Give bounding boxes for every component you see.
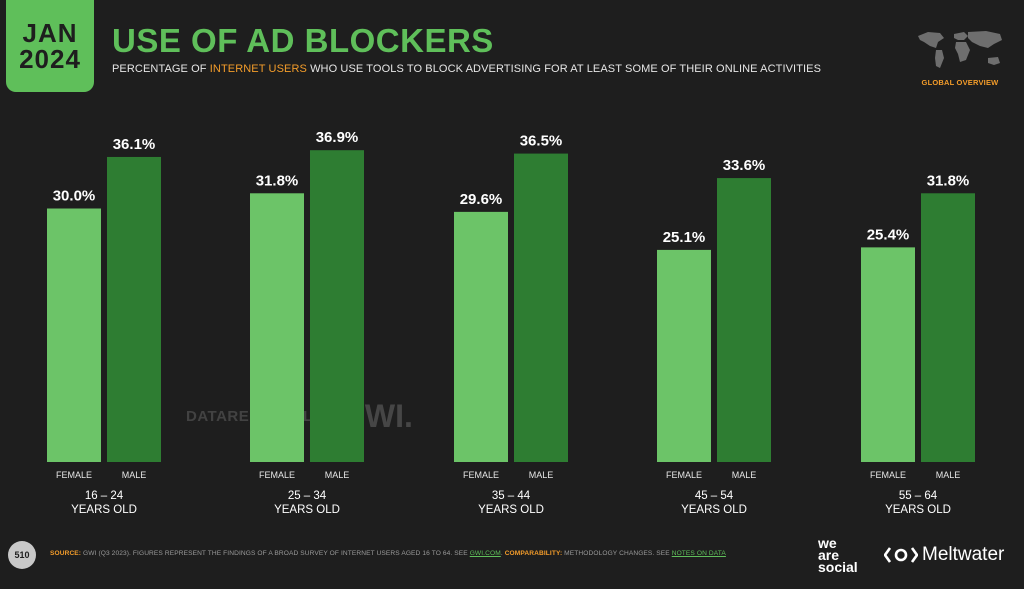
- data-label-3-0: 25.1%: [663, 229, 706, 246]
- bar-4-0: [861, 247, 915, 462]
- bar-1-1: [310, 150, 364, 462]
- group-label-1: 25 – 34: [288, 490, 327, 502]
- subtitle-prefix: PERCENTAGE OF: [112, 63, 210, 75]
- badge-month: JAN: [22, 18, 78, 48]
- data-label-1-1: 36.9%: [316, 129, 359, 146]
- page-number: 510: [8, 541, 36, 569]
- bar-1-0: [250, 193, 304, 462]
- bar-chart: 30.0% FEMALE 36.1% MALE 16 – 24 YEARS OLD 31.8…: [47, 129, 975, 516]
- bar-3-1: [717, 178, 771, 462]
- source-key: SOURCE:: [50, 550, 82, 557]
- date-badge: JAN 2024: [6, 0, 94, 92]
- sub-category-label-1-1: MALE: [325, 470, 350, 480]
- data-label-0-0: 30.0%: [53, 188, 96, 205]
- meltwater-name: Meltwater: [922, 544, 1005, 565]
- badge-year: 2024: [19, 44, 81, 74]
- logo-we: we: [818, 535, 837, 551]
- subtitle-suffix: WHO USE TOOLS TO BLOCK ADVERTISING FOR A…: [306, 63, 822, 75]
- group-label-2: 35 – 44: [492, 490, 531, 502]
- page-title: USE OF AD BLOCKERS: [112, 22, 494, 59]
- source-link[interactable]: GWI.COM: [469, 550, 501, 557]
- sub-category-label-4-0: FEMALE: [870, 470, 906, 480]
- comparability-text: METHODOLOGY CHANGES. SEE: [562, 550, 672, 557]
- sub-category-label-3-0: FEMALE: [666, 470, 702, 480]
- bar-2-0: [454, 211, 508, 462]
- data-label-4-0: 25.4%: [867, 226, 910, 243]
- bar-2-1: [514, 153, 568, 462]
- world-map-icon: [914, 28, 1006, 74]
- data-label-3-1: 33.6%: [723, 157, 766, 174]
- sub-category-label-2-1: MALE: [529, 470, 554, 480]
- source-note: SOURCE: GWI (Q3 2023). FIGURES REPRESENT…: [50, 550, 726, 557]
- data-label-0-1: 36.1%: [113, 136, 156, 153]
- bar-4-1: [921, 193, 975, 462]
- data-label-2-1: 36.5%: [520, 133, 563, 150]
- page-subtitle: PERCENTAGE OF INTERNET USERS WHO USE TOO…: [112, 63, 821, 75]
- notes-link[interactable]: NOTES ON DATA: [671, 550, 726, 557]
- group-sublabel-3: YEARS OLD: [681, 504, 747, 516]
- subtitle-highlight: INTERNET USERS: [209, 63, 307, 75]
- bar-3-0: [657, 249, 711, 462]
- global-overview-label: GLOBAL OVERVIEW: [921, 78, 999, 87]
- group-sublabel-4: YEARS OLD: [885, 504, 951, 516]
- data-label-1-0: 31.8%: [256, 172, 299, 189]
- data-label-2-0: 29.6%: [460, 191, 503, 208]
- group-label-3: 45 – 54: [695, 490, 734, 502]
- sub-category-label-1-0: FEMALE: [259, 470, 295, 480]
- sub-category-label-4-1: MALE: [936, 470, 961, 480]
- logo-are: are: [818, 547, 840, 563]
- meltwater-logo: Meltwater: [884, 544, 1004, 566]
- group-label-0: 16 – 24: [85, 490, 124, 502]
- logo-social: social: [818, 559, 858, 575]
- sub-category-label-3-1: MALE: [732, 470, 757, 480]
- comparability-key: COMPARABILITY:: [504, 550, 563, 557]
- group-sublabel-1: YEARS OLD: [274, 504, 340, 516]
- sub-category-label-2-0: FEMALE: [463, 470, 499, 480]
- source-text: GWI (Q3 2023). FIGURES REPRESENT THE FIN…: [81, 550, 470, 557]
- bar-0-1: [107, 156, 161, 462]
- group-label-4: 55 – 64: [899, 490, 938, 502]
- meltwater-icon: [884, 547, 918, 563]
- sub-category-label-0-1: MALE: [122, 470, 147, 480]
- group-sublabel-0: YEARS OLD: [71, 504, 137, 516]
- bar-0-0: [47, 208, 101, 462]
- data-label-4-1: 31.8%: [927, 172, 970, 189]
- group-sublabel-2: YEARS OLD: [478, 504, 544, 516]
- we-are-social-logo: we are social: [818, 535, 858, 575]
- sub-category-label-0-0: FEMALE: [56, 470, 92, 480]
